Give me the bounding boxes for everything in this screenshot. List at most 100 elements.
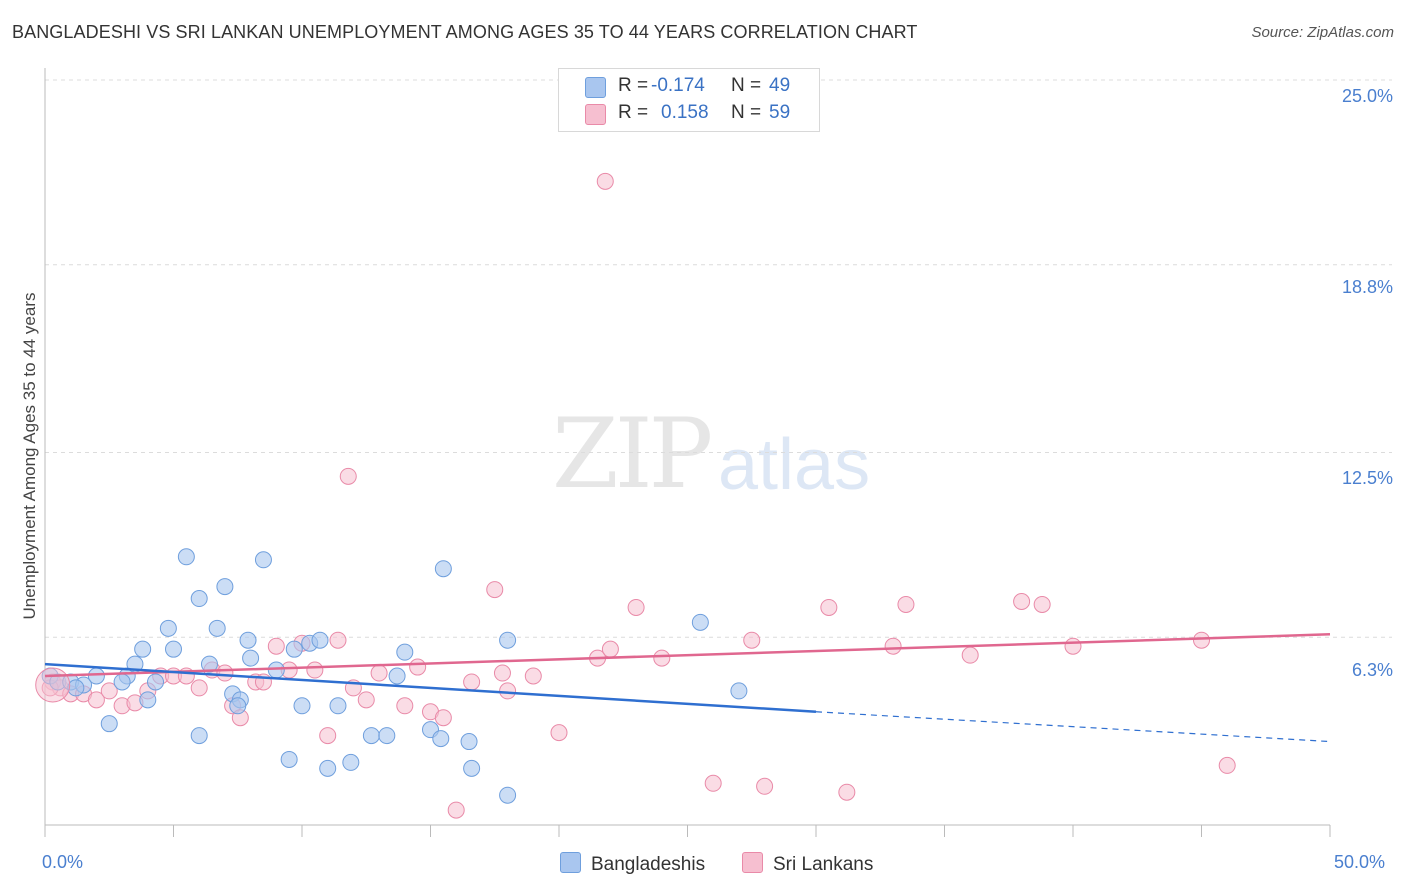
n-value: 59 <box>769 102 791 123</box>
bangladeshis-point <box>113 673 131 691</box>
sri-lankans-point <box>396 697 414 715</box>
sri-lankans-point <box>820 598 838 616</box>
sri-lankans-point <box>756 777 774 795</box>
sri-lankans-point <box>306 661 324 679</box>
sri-lankans-point <box>1033 595 1051 613</box>
x-tick-label: 50.0% <box>1334 852 1386 872</box>
sri-lankans-point <box>486 581 504 599</box>
legend-label: Bangladeshis <box>591 854 706 875</box>
sri-lankans-point <box>743 631 761 649</box>
sri-lankans-point <box>357 691 375 709</box>
sri-lankans-point <box>493 664 511 682</box>
y-tick-label: 12.5% <box>1341 468 1393 488</box>
sri-lankans-point <box>653 649 671 667</box>
sri-lankans-point <box>216 664 234 682</box>
sri-lankans-point <box>897 595 915 613</box>
sri-lankans-point <box>601 640 619 658</box>
sri-lankans-point <box>87 691 105 709</box>
r-value: -0.174 <box>651 75 705 96</box>
bangladeshis-point <box>342 753 360 771</box>
bangladeshis-point <box>434 560 452 578</box>
sri-lankans-point <box>35 667 71 703</box>
bangladeshis-point <box>67 679 85 697</box>
sri-lankans-point <box>329 631 347 649</box>
bangladeshis-point <box>285 640 303 658</box>
bangladeshis-trendline <box>44 662 817 714</box>
bangladeshis-point <box>239 631 257 649</box>
sri-lankans-point <box>409 658 427 676</box>
legend-label: Sri Lankans <box>773 854 874 875</box>
bangladeshis-point <box>691 613 709 631</box>
bangladeshis-point <box>280 750 298 768</box>
bangladeshis-point <box>432 730 450 748</box>
pink-swatch <box>742 852 763 873</box>
r-value: 0.158 <box>661 102 709 123</box>
sri-lankans-point <box>838 783 856 801</box>
correlation-legend: R = -0.174 N = 49 R = 0.158 N = 59 <box>558 68 820 132</box>
y-axis-label: Unemployment Among Ages 35 to 44 years <box>20 292 39 620</box>
bangladeshis-point <box>134 640 152 658</box>
sri-lankans-point <box>190 679 208 697</box>
bangladeshis-point <box>499 631 517 649</box>
bangladeshis-point <box>87 667 105 685</box>
y-tick-label: 25.0% <box>1341 86 1393 106</box>
n-label: N = <box>731 102 762 123</box>
bangladeshis-point <box>159 619 177 637</box>
bangladeshis-point <box>388 667 406 685</box>
bangladeshis-point <box>463 759 481 777</box>
x-tick-label: 0.0% <box>42 852 84 872</box>
sri-lankans-point <box>447 801 465 819</box>
bangladeshis-point <box>190 727 208 745</box>
legend-item-sri-lankans[interactable]: Sri Lankans <box>742 852 873 876</box>
sri-lankans-point <box>499 682 517 700</box>
bangladeshis-point <box>216 578 234 596</box>
sri-lankans-point <box>319 727 337 745</box>
sri-lankans-point <box>1013 593 1031 610</box>
bangladeshis-point <box>319 759 337 777</box>
n-label: N = <box>731 75 762 96</box>
bangladeshis-point <box>165 640 182 658</box>
bangladeshis-point <box>100 715 118 733</box>
bangladeshis-point <box>499 786 517 804</box>
sri-lankans-point <box>884 637 902 655</box>
sri-lankans-point <box>550 724 568 742</box>
watermark-atlas: atlas <box>718 425 871 505</box>
sri-lankans-point <box>704 774 722 792</box>
bangladeshis-point <box>311 631 329 649</box>
sri-lankans-point <box>100 682 118 700</box>
sri-lankans-point <box>1218 756 1236 774</box>
sri-lankans-point <box>1064 637 1082 655</box>
bangladeshis-point <box>293 697 311 715</box>
bangladeshis-point <box>200 655 218 673</box>
sri-lankans-point <box>267 637 285 655</box>
sri-lankans-point <box>463 673 481 691</box>
watermark-zip: ZIP <box>552 398 713 510</box>
bangladeshis-point <box>267 661 285 679</box>
bangladeshis-point <box>378 727 396 745</box>
blue-swatch <box>585 77 606 98</box>
bangladeshis-point <box>730 682 748 700</box>
sri-lankans-point <box>339 467 357 485</box>
chart-title: BANGLADESHI VS SRI LANKAN UNEMPLOYMENT A… <box>12 22 918 42</box>
n-value: 49 <box>769 75 791 96</box>
sri-lankans-point <box>370 664 388 682</box>
bangladeshis-point <box>460 733 478 751</box>
bangladeshis-point <box>147 673 165 691</box>
r-label: R = <box>618 102 649 123</box>
sri-lankans-point <box>434 709 452 727</box>
bangladeshis-point <box>139 691 157 709</box>
bangladeshis-point <box>208 619 226 637</box>
bangladeshis-point <box>242 649 260 667</box>
legend-item-bangladeshis[interactable]: Bangladeshis <box>560 852 705 876</box>
bangladeshis-point <box>229 697 247 715</box>
pink-swatch <box>585 104 606 125</box>
r-label: R = <box>618 75 649 96</box>
bangladeshis-trendline-extension <box>815 711 1331 743</box>
sri-lankans-point <box>961 646 979 664</box>
y-tick-label: 18.8% <box>1341 277 1393 297</box>
sri-lankans-point <box>1193 631 1210 649</box>
bangladeshis-point <box>177 548 195 566</box>
source-label: Source: ZipAtlas.com <box>1251 24 1394 41</box>
bangladeshis-point <box>254 551 272 569</box>
